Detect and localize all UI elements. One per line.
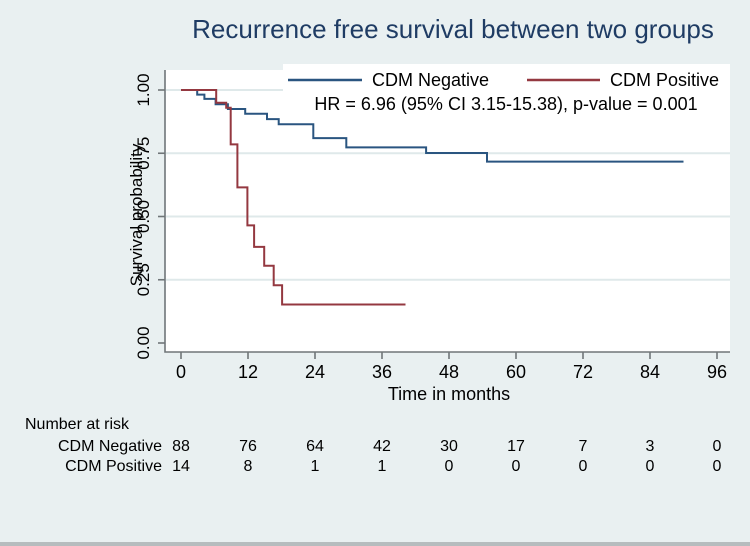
risk-count: 76 [239, 438, 257, 455]
hr-annotation: HR = 6.96 (95% CI 3.15-15.38), p-value =… [314, 94, 697, 114]
y-tick-label: 1.00 [134, 73, 153, 106]
risk-count: 1 [311, 458, 320, 475]
axis-ticks: 0 12 24 36 48 60 72 84 96 0.00 0.25 0.50 0.75 1.00 [134, 73, 727, 382]
risk-count: 1 [378, 458, 387, 475]
survival-curves [181, 89, 684, 306]
x-tick-label: 48 [439, 362, 459, 382]
risk-count: 0 [579, 458, 588, 475]
risk-count: 0 [512, 458, 521, 475]
risk-count: 8 [244, 458, 253, 475]
x-tick-label: 60 [506, 362, 526, 382]
y-tick-label: 0.50 [134, 200, 153, 233]
x-tick-label: 96 [707, 362, 727, 382]
x-axis-title: Time in months [388, 384, 510, 404]
risk-count: 64 [306, 438, 324, 455]
risk-row-label-cdm-negative: CDM Negative [58, 438, 162, 455]
y-tick-label: 0.00 [134, 326, 153, 359]
risk-count: 14 [172, 458, 190, 475]
x-tick-label: 0 [176, 362, 186, 382]
risk-count: 42 [373, 438, 391, 455]
bottom-gray-bar [0, 542, 750, 546]
risk-count: 0 [445, 458, 454, 475]
survival-curve-cdm-positive [181, 89, 406, 306]
x-tick-label: 12 [238, 362, 258, 382]
x-tick-label: 24 [305, 362, 325, 382]
legend-box [283, 64, 730, 112]
risk-count: 30 [440, 438, 458, 455]
survival-curve-cdm-negative [181, 89, 684, 163]
x-tick-label: 84 [640, 362, 660, 382]
x-tick-label: 72 [573, 362, 593, 382]
risk-table-title: Number at risk [25, 416, 130, 433]
risk-count: 0 [713, 438, 722, 455]
plot-area [165, 70, 730, 352]
x-tick-label: 36 [372, 362, 392, 382]
risk-count: 88 [172, 438, 190, 455]
y-axis-title: Survival probability [127, 143, 146, 286]
axis-lines [164, 70, 730, 353]
y-tick-label: 0.25 [134, 263, 153, 296]
legend-label-cdm-positive: CDM Positive [610, 70, 719, 90]
risk-count: 0 [646, 458, 655, 475]
risk-count: 3 [646, 438, 655, 455]
chart-title: Recurrence free survival between two gro… [192, 14, 714, 44]
risk-count: 17 [507, 438, 525, 455]
risk-row-label-cdm-positive: CDM Positive [65, 458, 162, 475]
y-tick-label: 0.75 [134, 137, 153, 170]
risk-count: 7 [579, 438, 588, 455]
legend-label-cdm-negative: CDM Negative [372, 70, 489, 90]
risk-count: 0 [713, 458, 722, 475]
risk-table-values: 88 76 64 42 30 17 7 3 014 8 1 1 0 0 0 0 0 [172, 438, 721, 475]
